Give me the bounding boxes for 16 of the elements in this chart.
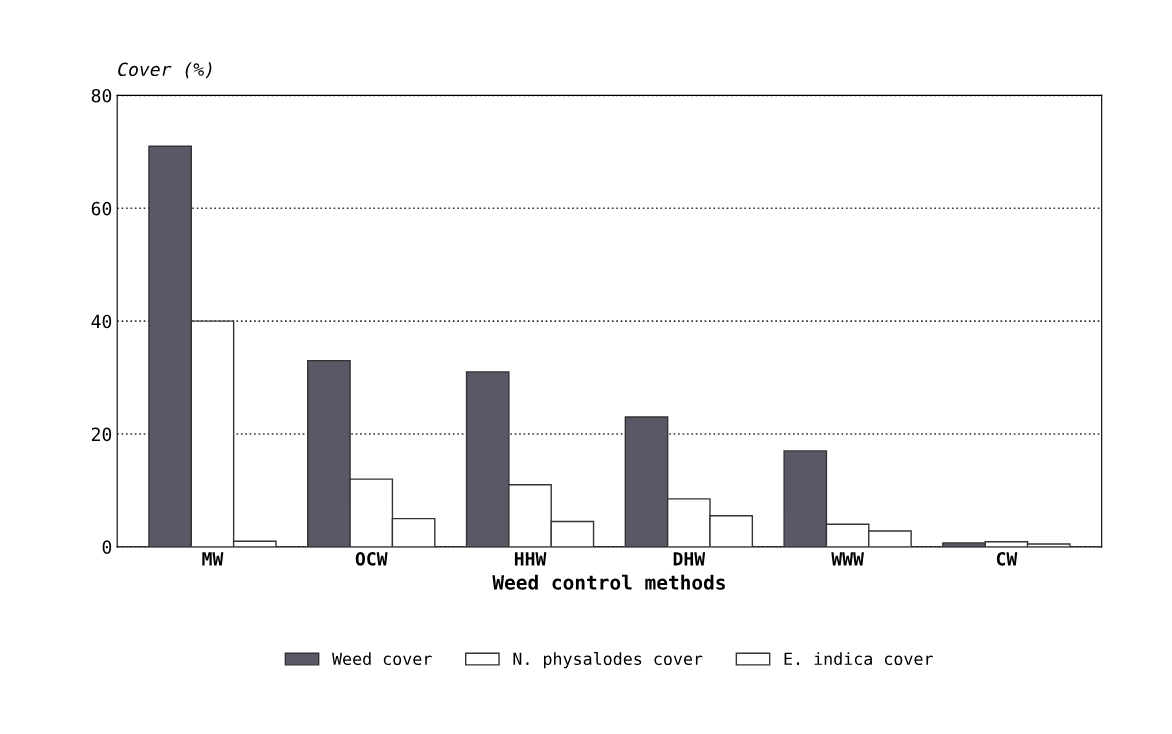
legend-label: E. indica cover: [784, 652, 933, 666]
y-tick-label: 60: [91, 201, 112, 216]
legend-label: Weed cover: [332, 652, 432, 666]
y-tick-label: 20: [91, 427, 112, 442]
y-tick-label: 40: [91, 314, 112, 329]
x-tick-label: DHW: [673, 552, 706, 566]
y-tick-label: 0: [102, 540, 112, 554]
x-tick-label: OCW: [355, 552, 388, 566]
x-tick-label: WWW: [831, 552, 864, 566]
legend-label: N. physalodes cover: [513, 652, 703, 669]
x-tick-label: HHW: [514, 552, 547, 566]
x-tick-label: CW: [996, 552, 1018, 566]
y-axis-title: Cover (%): [118, 62, 212, 79]
x-axis-title: Weed control methods: [492, 574, 725, 590]
y-tick-label: 80: [91, 88, 112, 103]
x-tick-label: MW: [202, 552, 224, 566]
